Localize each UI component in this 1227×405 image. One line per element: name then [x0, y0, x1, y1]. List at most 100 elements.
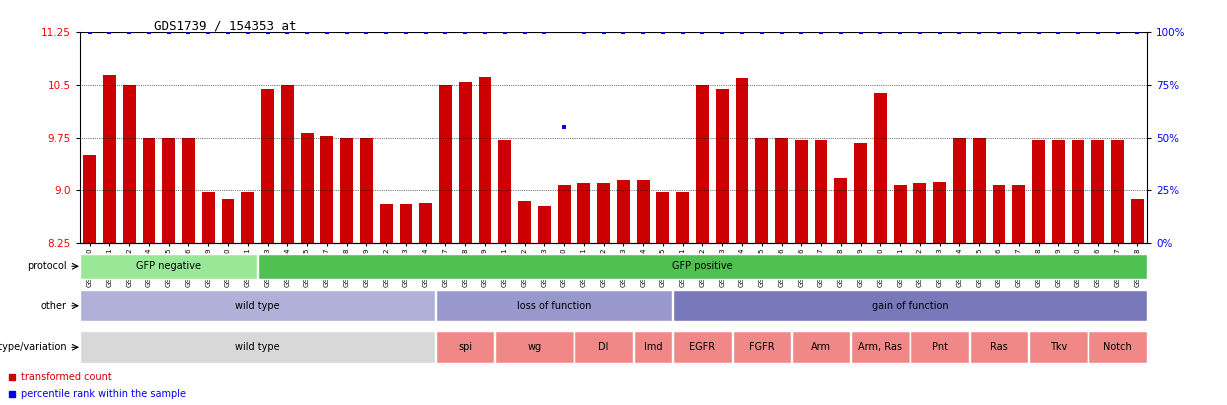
Point: [119, 29, 139, 36]
Point: [139, 29, 158, 36]
Bar: [676, 192, 690, 243]
Point: [672, 29, 692, 36]
Bar: [973, 138, 985, 243]
Point: [752, 29, 772, 36]
Bar: [258, 254, 1147, 279]
Bar: [320, 136, 334, 243]
Bar: [893, 185, 907, 243]
Bar: [674, 290, 1147, 321]
Point: [258, 29, 277, 36]
Bar: [123, 85, 136, 243]
Bar: [1012, 185, 1026, 243]
Point: [831, 29, 850, 36]
Bar: [696, 85, 709, 243]
Bar: [969, 331, 1028, 363]
Bar: [261, 89, 274, 243]
Point: [297, 29, 317, 36]
Point: [357, 29, 377, 36]
Bar: [674, 331, 731, 363]
Bar: [80, 254, 258, 279]
Point: [733, 29, 752, 36]
Bar: [1052, 140, 1065, 243]
Text: wild type: wild type: [236, 342, 280, 352]
Point: [910, 29, 930, 36]
Text: spi: spi: [458, 342, 472, 352]
Point: [535, 29, 555, 36]
Point: [811, 29, 831, 36]
Text: Notch: Notch: [1103, 342, 1133, 352]
Text: Ras: Ras: [990, 342, 1007, 352]
Point: [1128, 29, 1147, 36]
Point: [494, 29, 514, 36]
Point: [1009, 29, 1028, 36]
Point: [99, 29, 119, 36]
Bar: [795, 140, 807, 243]
Bar: [910, 331, 969, 363]
Point: [515, 29, 535, 36]
Text: other: other: [40, 301, 67, 311]
Bar: [360, 138, 373, 243]
Point: [277, 29, 297, 36]
Bar: [715, 89, 729, 243]
Bar: [733, 331, 791, 363]
Point: [574, 29, 594, 36]
Bar: [756, 138, 768, 243]
Text: transformed count: transformed count: [22, 372, 112, 382]
Point: [653, 29, 672, 36]
Point: [179, 29, 199, 36]
Bar: [775, 138, 788, 243]
Bar: [993, 185, 1005, 243]
Bar: [1032, 140, 1045, 243]
Bar: [80, 331, 436, 363]
Bar: [934, 182, 946, 243]
Text: genotype/variation: genotype/variation: [0, 342, 67, 352]
Point: [238, 29, 258, 36]
Bar: [459, 81, 471, 243]
Bar: [815, 140, 827, 243]
Point: [80, 29, 99, 36]
Text: Imd: Imd: [644, 342, 663, 352]
Text: loss of function: loss of function: [517, 301, 591, 311]
Point: [436, 29, 455, 36]
Bar: [537, 206, 551, 243]
Point: [1048, 29, 1067, 36]
Text: Pnt: Pnt: [931, 342, 947, 352]
Point: [377, 29, 396, 36]
Bar: [420, 203, 432, 243]
Text: FGFR: FGFR: [748, 342, 774, 352]
Point: [199, 29, 218, 36]
Bar: [83, 155, 96, 243]
Bar: [1071, 140, 1085, 243]
Point: [594, 29, 614, 36]
Point: [850, 29, 870, 36]
Point: [930, 29, 950, 36]
Point: [950, 29, 969, 36]
Point: [1108, 29, 1128, 36]
Bar: [578, 183, 590, 243]
Bar: [301, 133, 314, 243]
Point: [336, 29, 356, 36]
Point: [396, 29, 416, 36]
Bar: [1029, 331, 1087, 363]
Text: wg: wg: [528, 342, 541, 352]
Point: [969, 29, 989, 36]
Bar: [854, 143, 867, 243]
Bar: [400, 205, 412, 243]
Point: [416, 29, 436, 36]
Point: [1028, 29, 1048, 36]
Text: Arm, Ras: Arm, Ras: [859, 342, 902, 352]
Bar: [1088, 331, 1147, 363]
Bar: [557, 185, 571, 243]
Point: [1088, 29, 1108, 36]
Bar: [436, 331, 494, 363]
Bar: [439, 85, 452, 243]
Point: [791, 29, 811, 36]
Bar: [182, 138, 195, 243]
Point: [455, 29, 475, 36]
Text: wild type: wild type: [236, 301, 280, 311]
Text: GFP negative: GFP negative: [136, 261, 201, 271]
Bar: [637, 180, 649, 243]
Bar: [953, 138, 966, 243]
Text: percentile rank within the sample: percentile rank within the sample: [22, 389, 187, 399]
Bar: [518, 201, 531, 243]
